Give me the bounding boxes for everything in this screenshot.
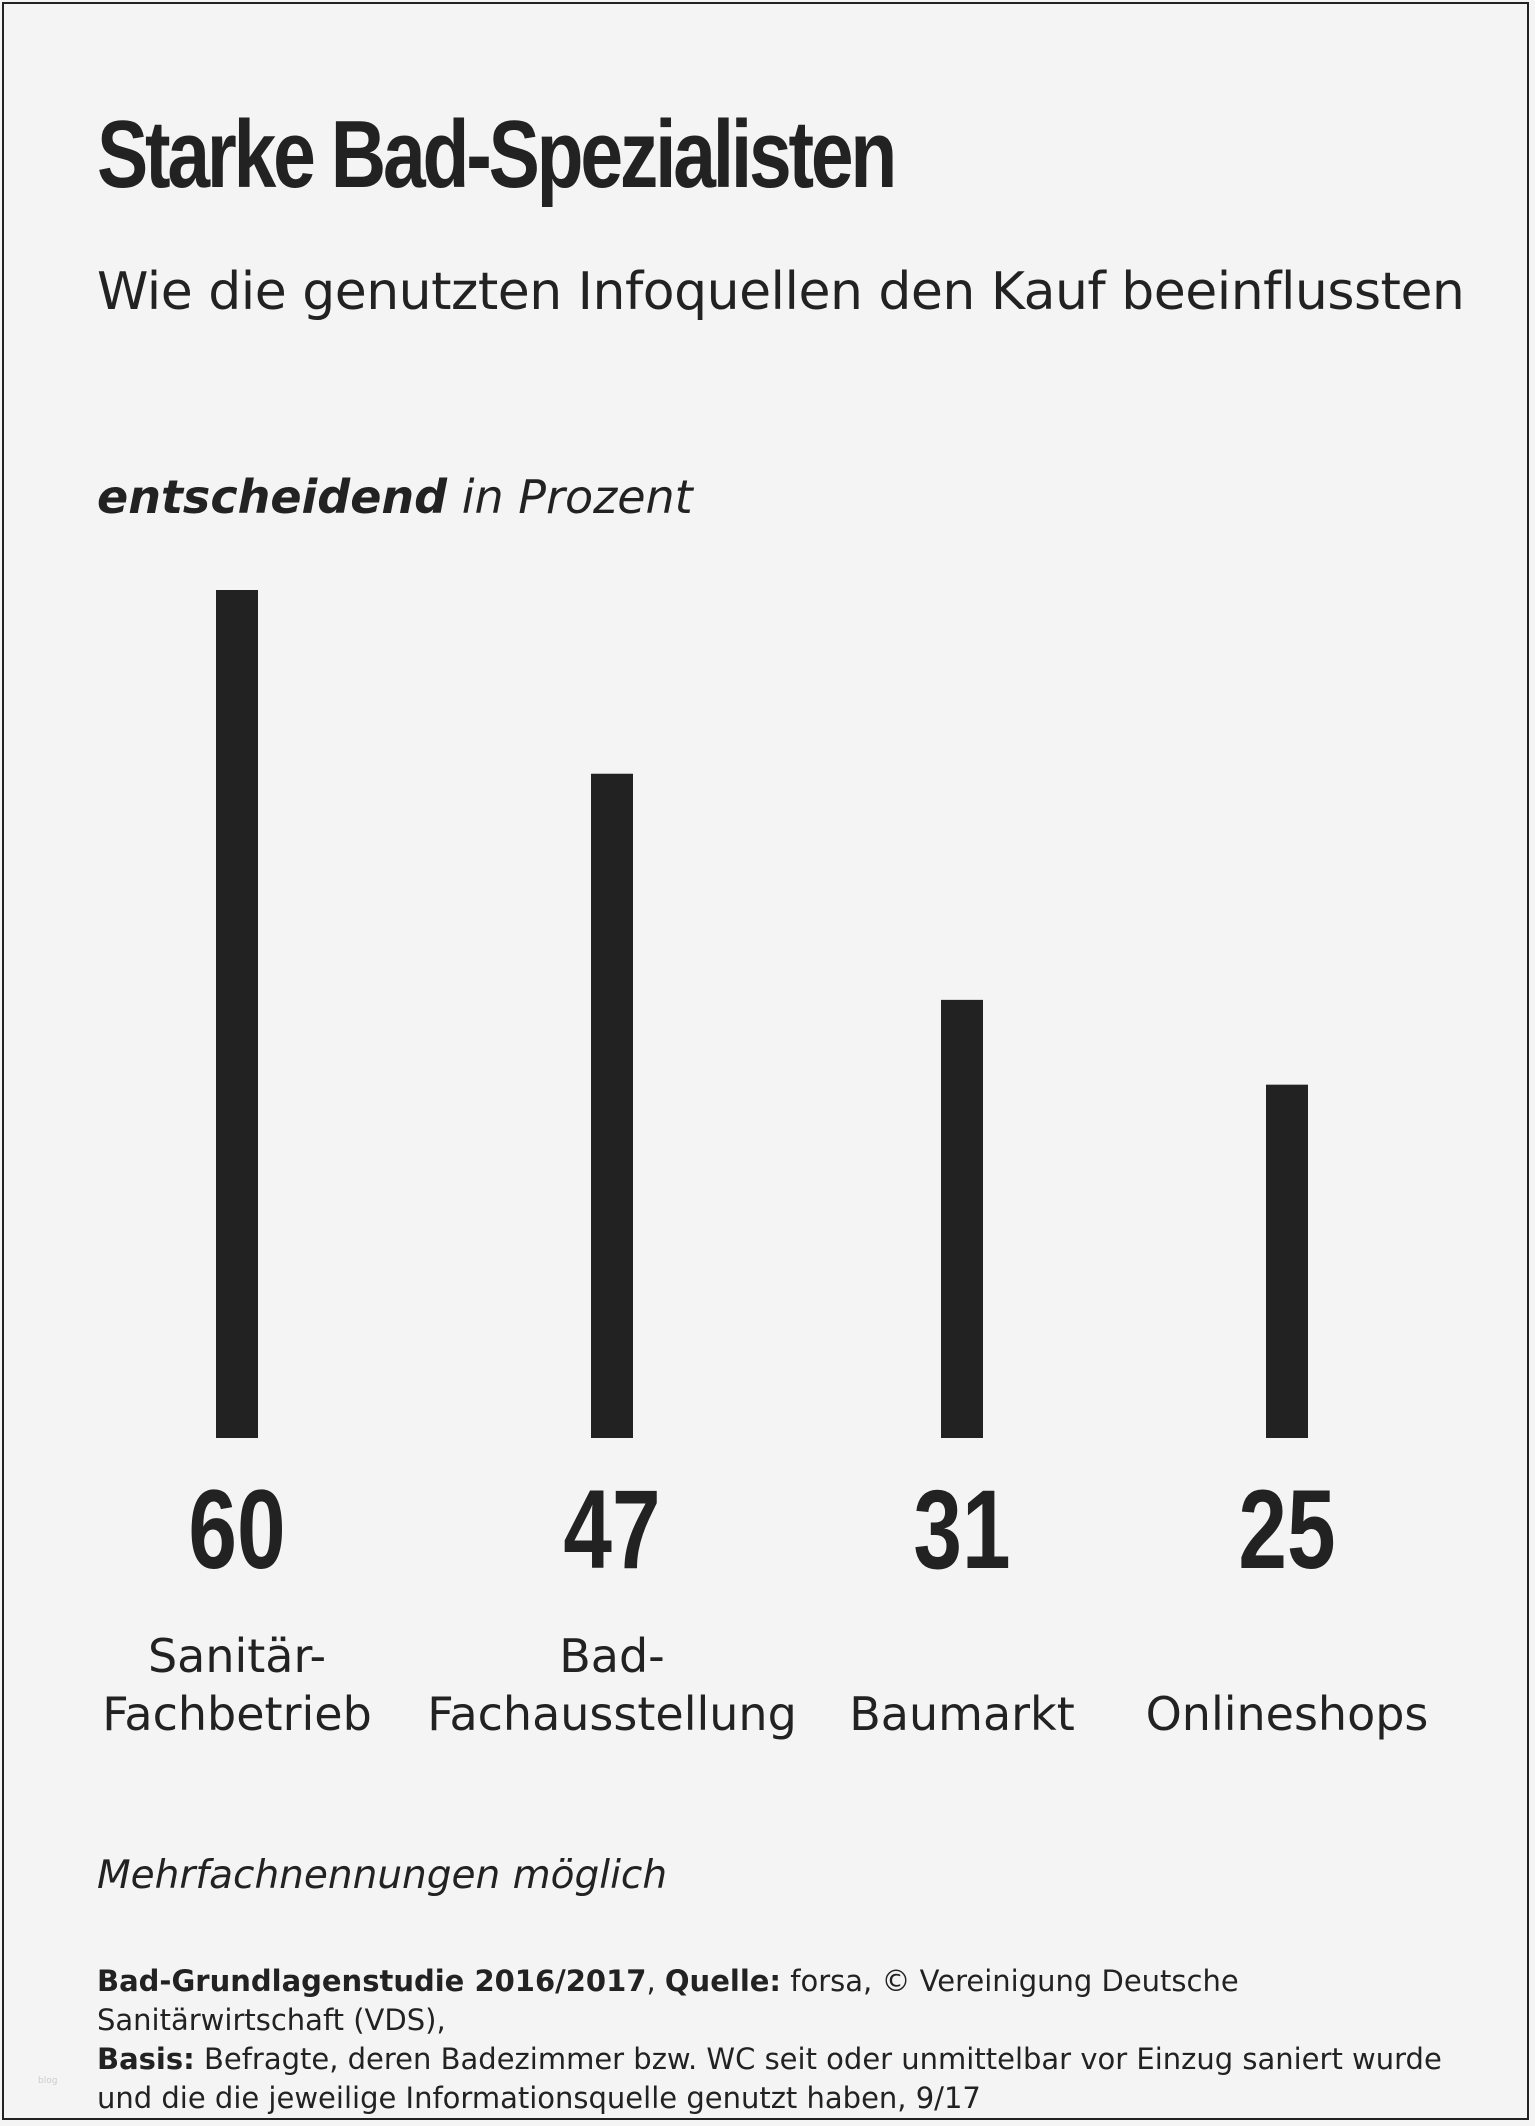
watermark: blog	[38, 2076, 58, 2086]
bar-3	[941, 999, 983, 1438]
bar-chart: 60 Sanitär-Fachbetrieb 47 Bad-Fachausstellu…	[102, 590, 1429, 1741]
basis-label: Basis:	[97, 2042, 195, 2076]
category-label-2-line-2: Fachausstellung	[427, 1687, 797, 1741]
chart-title: Starke Bad-Spezialisten	[97, 101, 897, 208]
source-value: forsa, © Vereinigung Deutsche Sanitärwir…	[97, 1964, 1239, 2037]
bar-1	[216, 590, 258, 1438]
bar-2	[591, 773, 633, 1438]
unit-label-rest: in Prozent	[447, 470, 693, 524]
category-label-3-line-1: Baumarkt	[849, 1687, 1075, 1741]
value-label-1: 60	[188, 1468, 285, 1593]
unit-label: entscheidend in Prozent	[97, 470, 693, 524]
source-label: Quelle:	[664, 1964, 782, 1998]
category-label-1-line-2: Fachbetrieb	[102, 1687, 372, 1741]
category-label-2-line-1: Bad-	[559, 1629, 665, 1683]
chart-subtitle: Wie die genutzten Infoquellen den Kauf b…	[97, 262, 1465, 322]
bar-4	[1266, 1084, 1308, 1438]
basis-value: Befragte, deren Badezimmer bzw. WC seit …	[97, 2042, 1442, 2115]
category-label-4-line-1: Onlineshops	[1146, 1687, 1429, 1741]
value-label-4: 25	[1238, 1468, 1335, 1593]
category-label-1-line-1: Sanitär-	[148, 1629, 326, 1683]
source-sep: ,	[646, 1964, 665, 1998]
unit-label-bold: entscheidend	[97, 470, 448, 524]
study-label: Bad-Grundlagenstudie 2016/2017	[97, 1964, 647, 1998]
footnote: Mehrfachnennungen möglich	[97, 1853, 668, 1898]
source-text: Bad-Grundlagenstudie 2016/2017, Quelle: …	[97, 1962, 1457, 2118]
value-label-2: 47	[563, 1468, 660, 1593]
value-label-3: 31	[913, 1468, 1010, 1593]
